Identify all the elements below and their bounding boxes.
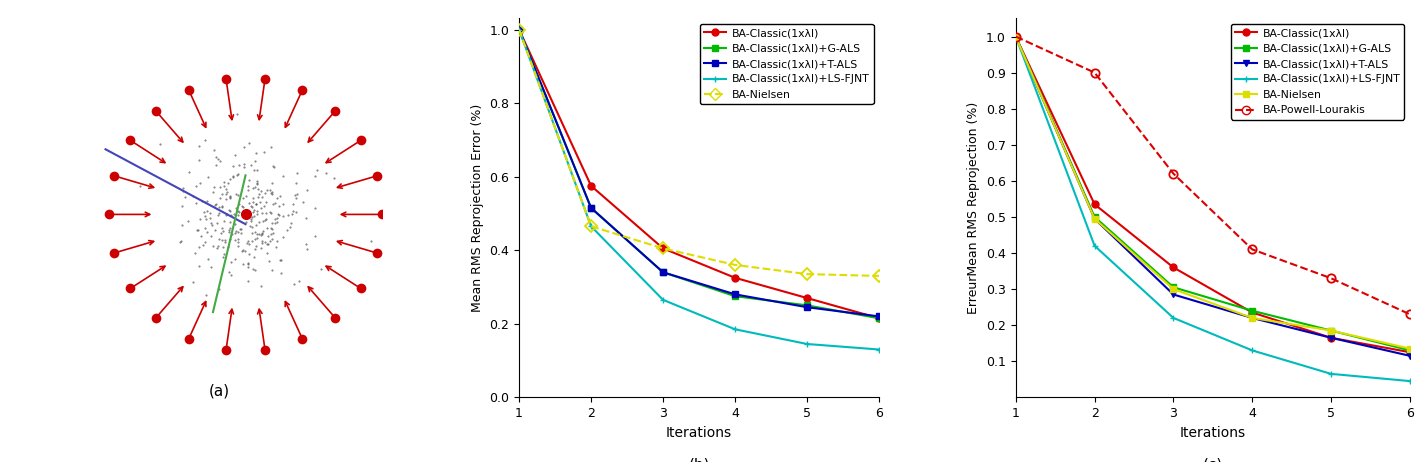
X-axis label: Iterations: Iterations	[1180, 426, 1246, 440]
Legend: BA-Classic(1xλI), BA-Classic(1xλI)+G-ALS, BA-Classic(1xλI)+T-ALS, BA-Classic(1xλ: BA-Classic(1xλI), BA-Classic(1xλI)+G-ALS…	[1231, 24, 1404, 120]
Text: (a): (a)	[208, 384, 230, 399]
X-axis label: Iterations: Iterations	[666, 426, 733, 440]
Text: (c): (c)	[1203, 458, 1223, 462]
Y-axis label: ErreurMean RMS Reprojection (%): ErreurMean RMS Reprojection (%)	[968, 102, 981, 314]
Text: (b): (b)	[689, 458, 710, 462]
Y-axis label: Mean RMS Reprojection Error (%): Mean RMS Reprojection Error (%)	[470, 104, 483, 312]
Legend: BA-Classic(1xλI), BA-Classic(1xλI)+G-ALS, BA-Classic(1xλI)+T-ALS, BA-Classic(1xλ: BA-Classic(1xλI), BA-Classic(1xλI)+G-ALS…	[700, 24, 873, 104]
